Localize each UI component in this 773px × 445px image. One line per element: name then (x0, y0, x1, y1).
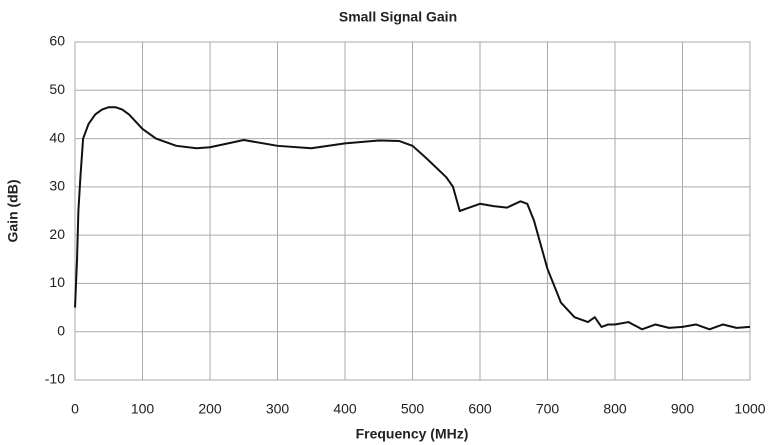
x-tick-label: 100 (131, 401, 155, 417)
x-tick-label: 1000 (734, 401, 765, 417)
x-tick-label: 600 (468, 401, 492, 417)
x-axis-label: Frequency (MHz) (356, 426, 469, 442)
y-tick-label: 30 (49, 178, 65, 194)
y-tick-label: 10 (49, 274, 65, 290)
x-tick-label: 300 (266, 401, 290, 417)
x-tick-label: 400 (333, 401, 357, 417)
y-tick-label: 50 (49, 81, 65, 97)
data-line (74, 106, 751, 331)
y-tick-label: 20 (49, 226, 65, 242)
x-tick-label: 0 (71, 401, 79, 417)
x-tick-label: 900 (671, 401, 695, 417)
y-tick-label: 0 (57, 322, 65, 338)
x-tick-label: 800 (603, 401, 627, 417)
y-tick-label: 60 (49, 33, 65, 49)
y-tick-label: -10 (45, 371, 65, 387)
y-tick-label: 40 (49, 129, 65, 145)
y-axis-label: Gain (dB) (5, 180, 21, 243)
x-tick-label: 200 (198, 401, 222, 417)
chart-title: Small Signal Gain (339, 9, 457, 25)
x-tick-label: 700 (536, 401, 560, 417)
x-tick-label: 500 (401, 401, 425, 417)
